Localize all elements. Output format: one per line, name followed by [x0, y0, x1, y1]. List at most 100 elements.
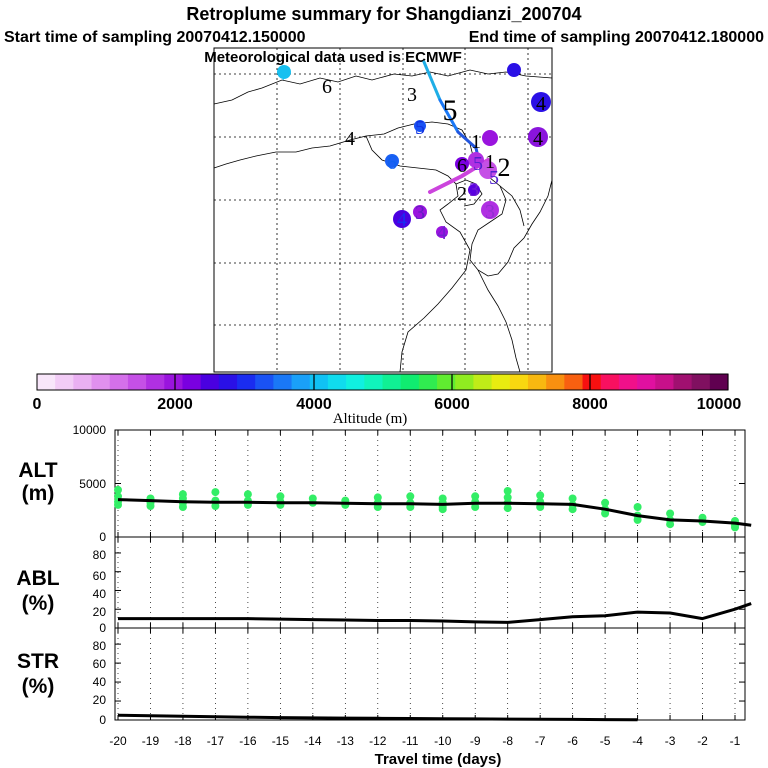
colorbar-cell: [418, 374, 438, 390]
colorbar-cell: [146, 374, 165, 390]
str-panel-label: STR: [17, 650, 59, 673]
colorbar-cell: [655, 374, 675, 390]
alt-scatter-point: [114, 485, 122, 494]
colorbar-cell: [164, 374, 184, 390]
x-tick-label: -11: [402, 734, 419, 748]
day-label: 7: [280, 63, 290, 85]
colorbar-cell: [455, 374, 475, 390]
x-tick-labels: -20 -19 -18 -17 -16 -15 -14 -13 -12 -11 -10 -9 -8 -7 -…: [109, 734, 740, 748]
x-tick-label: -16: [239, 734, 257, 748]
colorbar-tick-label: 6000: [434, 396, 470, 413]
day-label: 1: [485, 151, 495, 173]
day-label: 6: [387, 152, 397, 174]
day-label: 6: [457, 155, 467, 177]
colorbar-cell: [382, 374, 402, 390]
x-tick-label: -12: [369, 734, 387, 748]
day-label: 1: [471, 131, 481, 153]
colorbar-cell: [582, 374, 602, 390]
map-frame: [213, 47, 553, 373]
colorbar-cell: [127, 374, 147, 390]
map-panel: 7 6 3 5 4 4 6 5 4 1 1 2 6 5 5 2 3 4 3 4 …: [213, 47, 553, 373]
altitude-colorbar: 0 2000 4000 6000 8000 10000 Altitude (m): [33, 373, 742, 427]
x-tick-label: -15: [272, 734, 290, 748]
x-tick-label: -4: [632, 734, 643, 748]
day-label: 4: [397, 209, 407, 231]
alt-scatter-point: [568, 494, 577, 503]
colorbar-cell: [618, 374, 638, 390]
colorbar-tick-label: 4000: [296, 396, 332, 413]
abl-ytick-label: 40: [93, 587, 107, 601]
x-tick-label: -7: [535, 734, 546, 748]
x-tick-label: -10: [434, 734, 452, 748]
colorbar-cell: [291, 374, 311, 390]
x-tick-label: -17: [207, 734, 225, 748]
colorbar-cell: [218, 374, 238, 390]
alt-scatter-point: [406, 492, 415, 501]
alt-scatter-point: [633, 515, 642, 524]
alt-scatter-point: [731, 523, 739, 532]
abl-ytick-label: 80: [93, 548, 107, 562]
abl-ytick-label: 60: [93, 569, 107, 583]
day-label: 5: [415, 117, 425, 139]
day-label: 6: [322, 76, 332, 98]
day-label: 5: [473, 153, 483, 175]
alt-panel-label: ALT: [18, 459, 57, 482]
alt-scatter-point: [503, 504, 512, 513]
alt-scatter-point: [211, 488, 220, 497]
alt-scatter-point: [211, 502, 220, 510]
colorbar-cell: [73, 374, 93, 390]
day-label: 5: [489, 167, 499, 189]
str-ytick-label: 80: [93, 639, 107, 653]
colorbar-tick-label: 8000: [572, 396, 608, 413]
str-ytick-label: 40: [93, 675, 107, 689]
colorbar-cell: [255, 374, 274, 390]
day-label: 3: [485, 201, 495, 223]
colorbar-cell: [55, 374, 74, 390]
colorbar-label: Altitude (m): [333, 411, 408, 427]
alt-series-line: [117, 498, 752, 527]
alt-scatter-point: [503, 487, 512, 495]
x-tick-label: -3: [665, 734, 676, 748]
alt-scatter-point: [601, 509, 610, 518]
alt-scatter-point: [536, 491, 545, 500]
x-tick-label: -5: [600, 734, 611, 748]
str-ytick-label: 0: [99, 713, 106, 727]
alt-panel-unit: (m): [22, 482, 55, 505]
day-label: 3: [469, 179, 479, 201]
colorbar-cell: [37, 374, 56, 390]
x-tick-label: -9: [470, 734, 481, 748]
str-ytick-label: 60: [93, 657, 107, 671]
alt-scatter-point: [178, 503, 187, 511]
colorbar-cell: [182, 374, 202, 390]
colorbar-cell: [673, 374, 693, 390]
day-label: 2: [498, 153, 511, 182]
colorbar-cell: [509, 374, 529, 390]
alt-scatter-point: [601, 498, 610, 507]
colorbar-cell: [491, 374, 511, 390]
colorbar-cell: [546, 374, 565, 390]
colorbar-cell: [600, 374, 620, 390]
day-label: 5: [443, 94, 458, 127]
abl-series-line: [118, 602, 752, 624]
alt-ytick-label: 10000: [73, 423, 107, 437]
figure-title: Retroplume summary for Shangdianzi_20070…: [186, 4, 581, 24]
x-tick-label: -2: [697, 734, 708, 748]
colorbar-tick-label: 2000: [157, 396, 193, 413]
day-label: 4: [536, 93, 546, 115]
x-tick-label: -1: [730, 734, 741, 748]
colorbar-tick-label: 10000: [697, 396, 742, 413]
start-time-label: Start time of sampling 20070412.150000: [4, 29, 306, 46]
colorbar-cell: [309, 374, 329, 390]
str-series-line: [117, 713, 638, 722]
trajectory-circles: [277, 63, 551, 238]
met-data-label: Meteorological data used is ECMWF: [204, 49, 462, 66]
map-grid: [214, 48, 552, 372]
alt-ytick-label: 0: [99, 530, 106, 544]
abl-panel-label: ABL: [16, 567, 59, 590]
colorbar-cell: [237, 374, 256, 390]
timeseries-line-layer: [117, 498, 752, 722]
x-tick-label: -20: [109, 734, 127, 748]
x-tick-label: -8: [502, 734, 513, 748]
timeseries-grid: [115, 429, 745, 721]
abl-ytick-label: 20: [93, 605, 107, 619]
